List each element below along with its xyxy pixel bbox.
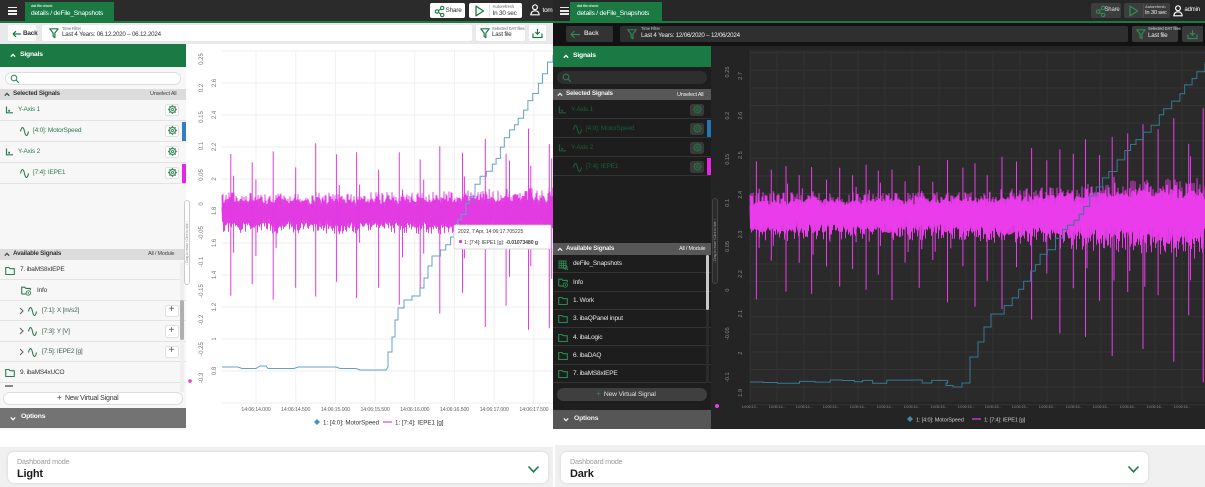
svg-text:2.6: 2.6 [738, 112, 744, 120]
svg-text:14:06:15...: 14:06:15... [958, 405, 975, 409]
svg-text:-0.2: -0.2 [199, 314, 205, 325]
svg-text:2.4: 2.4 [212, 110, 218, 119]
svg-text:14:06:16...: 14:06:16... [1174, 405, 1191, 409]
svg-text:14:06:13...: 14:06:13... [742, 405, 759, 409]
svg-text:14:06:16...: 14:06:16... [1093, 405, 1110, 409]
svg-text:14:06:16...: 14:06:16... [1147, 405, 1164, 409]
svg-text:14:06:14.000: 14:06:14.000 [241, 407, 270, 413]
svg-text:0.2: 0.2 [199, 83, 205, 92]
svg-text:0.15: 0.15 [725, 154, 731, 165]
svg-text:1: 1 [212, 337, 218, 341]
svg-text:0.2: 0.2 [725, 112, 731, 120]
svg-text:14:06:15...: 14:06:15... [985, 405, 1002, 409]
svg-text:14:06:16.500: 14:06:16.500 [440, 407, 469, 413]
svg-text:1: [7:4]: IEPE1 [g]: 1: [7:4]: IEPE1 [g] [395, 420, 444, 427]
svg-text:2.7: 2.7 [738, 72, 744, 80]
svg-text:-0.1: -0.1 [725, 372, 731, 382]
svg-text:14:06:14...: 14:06:14... [904, 405, 921, 409]
svg-text:0: 0 [199, 202, 205, 206]
svg-text:1.6: 1.6 [212, 238, 218, 247]
svg-text:14:06:15.500: 14:06:15.500 [361, 407, 390, 413]
svg-text:14:06:15...: 14:06:15... [1012, 405, 1029, 409]
svg-text:2.5: 2.5 [738, 151, 744, 159]
svg-text:14:06:15...: 14:06:15... [1039, 405, 1056, 409]
svg-text:0.1: 0.1 [199, 141, 205, 150]
svg-text:2.1: 2.1 [738, 310, 744, 318]
svg-text:14:06:17.000: 14:06:17.000 [480, 407, 509, 413]
svg-text:1.4: 1.4 [212, 270, 218, 279]
svg-text:1: [7:4]: IEPE1 [g]: -0.010734: 1: [7:4]: IEPE1 [g]: -0.01073480 g [464, 240, 538, 246]
svg-text:14:06:15...: 14:06:15... [931, 405, 948, 409]
svg-text:14:06:16...: 14:06:16... [1120, 405, 1137, 409]
svg-text:2022, 7 Apr, 14:06:17.705225: 2022, 7 Apr, 14:06:17.705225 [458, 229, 523, 235]
svg-text:2.2: 2.2 [212, 142, 218, 151]
svg-text:0: 0 [725, 288, 731, 291]
svg-text:1.2: 1.2 [212, 302, 218, 311]
svg-text:14:06:14...: 14:06:14... [796, 405, 813, 409]
svg-text:0.1: 0.1 [725, 199, 731, 207]
svg-text:14:06:14...: 14:06:14... [850, 405, 867, 409]
svg-text:-0.15: -0.15 [199, 284, 205, 298]
svg-text:14:06:17.500: 14:06:17.500 [519, 407, 548, 413]
svg-text:2.6: 2.6 [212, 78, 218, 87]
svg-text:14:06:14...: 14:06:14... [769, 405, 786, 409]
svg-text:1.8: 1.8 [212, 206, 218, 215]
svg-text:1.9: 1.9 [738, 389, 744, 397]
svg-text:14:06:14...: 14:06:14... [823, 405, 840, 409]
svg-text:-0.25: -0.25 [199, 342, 205, 356]
svg-text:-0.3: -0.3 [199, 372, 205, 383]
svg-text:0.05: 0.05 [725, 241, 731, 252]
svg-text:0.25: 0.25 [725, 67, 731, 78]
svg-text:14:06:14.500: 14:06:14.500 [281, 407, 310, 413]
svg-text:14:06:15...: 14:06:15... [1066, 405, 1083, 409]
svg-text:14:06:15.000: 14:06:15.000 [321, 407, 350, 413]
svg-text:-0.05: -0.05 [199, 226, 205, 240]
svg-text:14:06:14...: 14:06:14... [877, 405, 894, 409]
svg-text:2.3: 2.3 [738, 231, 744, 239]
svg-text:2: 2 [212, 177, 218, 181]
svg-text:-0.1: -0.1 [199, 256, 205, 267]
svg-text:1: [4:0]: MotorSpeed: 1: [4:0]: MotorSpeed [916, 418, 964, 424]
svg-text:2: 2 [738, 352, 744, 355]
svg-text:0.25: 0.25 [199, 53, 205, 65]
svg-text:0.05: 0.05 [199, 169, 205, 181]
svg-text:1: [7:4]: IEPE1 [g]: 1: [7:4]: IEPE1 [g] [984, 418, 1026, 424]
svg-text:-0.05: -0.05 [725, 327, 731, 340]
svg-text:0.15: 0.15 [199, 111, 205, 123]
svg-text:14:06:16.000: 14:06:16.000 [400, 407, 429, 413]
svg-text:2.2: 2.2 [738, 270, 744, 278]
svg-text:0.8: 0.8 [212, 366, 218, 375]
svg-text:2.4: 2.4 [738, 191, 744, 199]
svg-text:1: [4:0]: MotorSpeed: 1: [4:0]: MotorSpeed [323, 420, 380, 427]
